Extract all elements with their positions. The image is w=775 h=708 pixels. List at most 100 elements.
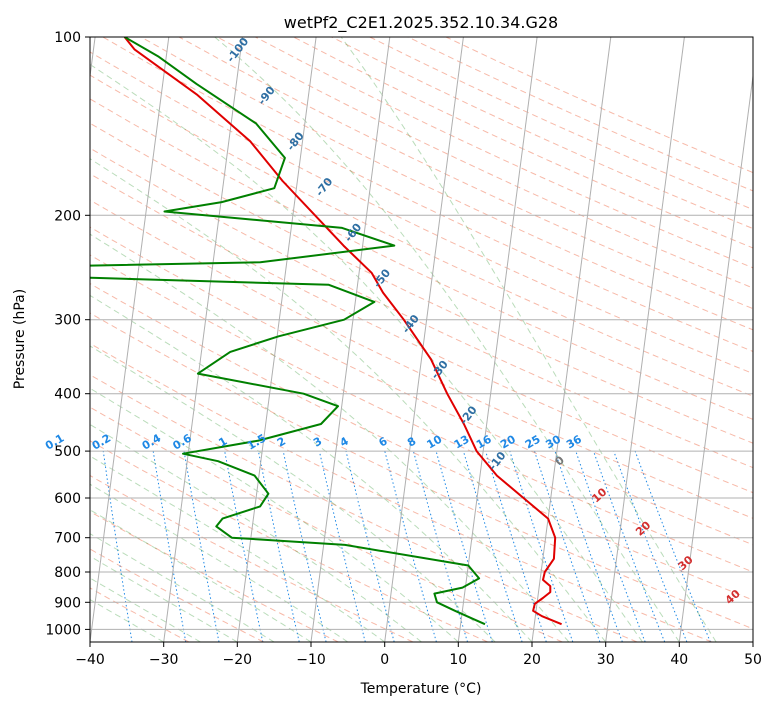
- mixing-ratio-line: [318, 450, 366, 642]
- y-tick-label: 400: [54, 387, 81, 403]
- moist-adiabat-line: [90, 233, 570, 642]
- dry-adiabat-line: [90, 122, 753, 444]
- dry-adiabat-line: [255, 37, 753, 269]
- x-tick-label: 50: [744, 652, 762, 668]
- reference-curve: [0, 37, 4, 642]
- mixing-ratio-line: [534, 450, 601, 642]
- mixing-ratio-label: 30: [543, 432, 563, 451]
- isotherm-line: [310, 37, 391, 642]
- mixing-ratio-line: [102, 451, 133, 642]
- mixing-ratio-label: 4: [338, 434, 351, 449]
- dry-adiabat-line: [90, 406, 563, 642]
- x-tick-label: 20: [523, 652, 541, 668]
- dry-adiabat-label: -60: [342, 221, 365, 245]
- mixing-ratio-label: 16: [474, 432, 494, 451]
- isotherm-line: [90, 37, 96, 81]
- dry-adiabat-line: [331, 37, 753, 230]
- plot-frame: [89, 36, 754, 643]
- dry-adiabat-line: [90, 548, 264, 642]
- isotherm-line: [384, 37, 464, 642]
- moist-adiabat-line: [90, 555, 238, 642]
- dry-adiabat-line: [90, 312, 753, 630]
- x-tick-label: 10: [449, 652, 467, 668]
- x-tick-label: −10: [296, 652, 326, 668]
- x-tick-label: −40: [75, 652, 105, 668]
- mixing-ratio-label: 20: [498, 432, 518, 451]
- mixing-ratio-line: [554, 450, 623, 642]
- y-tick-label: 1000: [45, 622, 81, 638]
- dewpoint-profile-line: [90, 37, 486, 626]
- mixing-ratio-label: 0.2: [90, 432, 113, 453]
- moist-adiabat-line: [90, 387, 459, 642]
- y-tick-label: 900: [54, 595, 81, 611]
- isotherm-line: [163, 37, 243, 642]
- dry-adiabat-label: -100: [224, 35, 251, 65]
- dry-adiabat-line: [90, 74, 753, 397]
- mixing-ratio-line: [435, 450, 493, 642]
- x-tick-label: 0: [380, 652, 389, 668]
- y-tick-label: 800: [54, 565, 81, 581]
- chart-title: wetPf2_C2E1.2025.352.10.34.G28: [284, 13, 558, 33]
- mixing-ratio-line: [257, 451, 300, 642]
- moist-adiabat-line: [214, 37, 680, 642]
- dry-adiabat-label: -40: [400, 312, 423, 336]
- mixing-ratio-line: [575, 450, 646, 642]
- isotherm-line: [605, 37, 685, 642]
- isotherm-line: [752, 638, 753, 642]
- dry-adiabat-line: [90, 374, 638, 642]
- isotherm-line: [531, 37, 612, 642]
- moist-adiabat-line: [90, 533, 275, 642]
- isotherm-line: [678, 72, 753, 642]
- mixing-ratio-label: 6: [376, 434, 389, 449]
- y-tick-label: 300: [54, 313, 81, 329]
- moist-adiabat-line: [90, 455, 385, 642]
- x-tick-label: 30: [597, 652, 615, 668]
- mixing-ratio-line: [152, 451, 187, 642]
- moist-adiabat-label: 30: [676, 553, 696, 573]
- dry-adiabat-line: [178, 37, 753, 310]
- x-tick-label: 40: [670, 652, 688, 668]
- x-tick-label: −30: [149, 652, 179, 668]
- dry-adiabat-label: -70: [313, 175, 336, 199]
- dry-adiabat-line: [90, 440, 488, 642]
- y-tick-label: 100: [54, 30, 81, 46]
- mixing-ratio-label: 1.5: [245, 432, 268, 453]
- moist-adiabat-line: [90, 423, 422, 642]
- moist-adiabat-line: [340, 37, 717, 642]
- y-tick-label: 600: [54, 491, 81, 507]
- mixing-ratio-label: 36: [564, 432, 584, 451]
- dry-adiabat-line: [407, 37, 753, 192]
- moist-adiabat-line: [90, 577, 201, 642]
- dry-adiabat-label: -90: [255, 84, 278, 108]
- y-tick-label: 200: [54, 208, 81, 224]
- temperature-profile-line: [123, 37, 562, 626]
- mixing-ratio-label: 3: [311, 435, 324, 450]
- moist-adiabat-label: 40: [723, 587, 743, 607]
- dry-adiabat-label: -50: [371, 266, 394, 290]
- y-axis-label: Pressure (hPa): [12, 289, 28, 389]
- moist-adiabat-line: [90, 158, 607, 642]
- mixing-ratio-label: 2: [275, 435, 288, 450]
- dry-adiabat-line: [216, 37, 753, 289]
- mixing-ratio-label: 0.4: [140, 431, 164, 452]
- mixing-ratio-line: [412, 450, 468, 642]
- isotherm-line: [236, 37, 317, 642]
- dry-adiabat-line: [90, 511, 339, 642]
- mixing-ratio-line: [509, 450, 574, 642]
- x-tick-label: −20: [223, 652, 253, 668]
- mixing-ratio-label: 8: [405, 435, 418, 450]
- dry-adiabat-line: [90, 98, 753, 420]
- mixing-ratio-line: [282, 450, 327, 642]
- dry-adiabat-line: [90, 342, 712, 642]
- mixing-ratio-line: [485, 450, 547, 642]
- dry-adiabat-line: [90, 51, 753, 375]
- dry-adiabat-line: [90, 282, 753, 601]
- mixing-ratio-line: [462, 450, 523, 642]
- x-axis-label: Temperature (°C): [360, 681, 482, 697]
- mixing-ratio-line: [593, 450, 666, 642]
- moist-adiabat-line: [90, 294, 533, 642]
- mixing-ratio-line: [613, 450, 688, 642]
- moist-adiabat-line: [90, 509, 312, 642]
- dry-adiabat-label: -20: [457, 403, 480, 427]
